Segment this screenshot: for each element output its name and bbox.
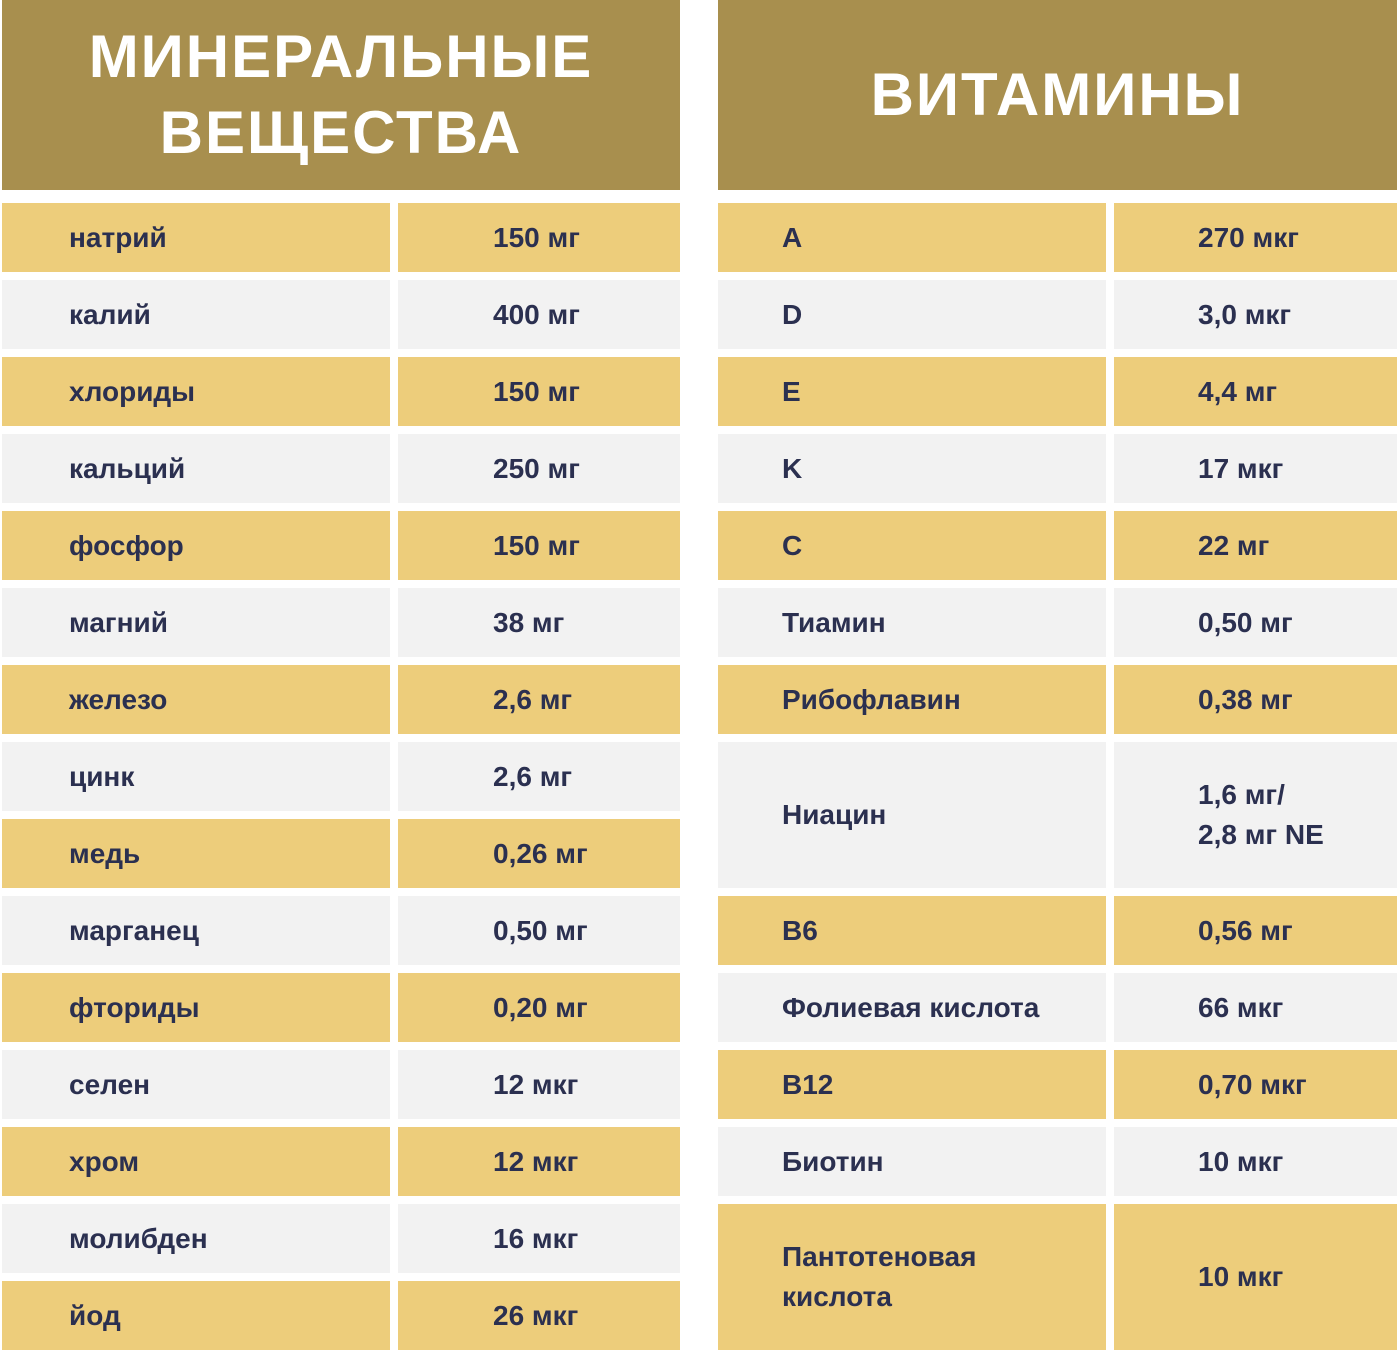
row-value: 0,50 мг [398, 896, 680, 965]
row-value: 26 мкг [398, 1281, 680, 1350]
row-name: молибден [2, 1204, 390, 1273]
row-name: натрий [2, 203, 390, 272]
row-value: 12 мкг [398, 1050, 680, 1119]
row-name: кальций [2, 434, 390, 503]
row-value: 0,70 мкг [1114, 1050, 1397, 1119]
row-name: C [718, 511, 1106, 580]
row-name: йод [2, 1281, 390, 1350]
row-value: 10 мкг [1114, 1127, 1397, 1196]
row-value: 150 мг [398, 511, 680, 580]
row-name: Фолиевая кислота [718, 973, 1106, 1042]
row-value: 0,50 мг [1114, 588, 1397, 657]
row-value: 10 мкг [1114, 1204, 1397, 1350]
vitamins-rows: A 270 мкг D 3,0 мкг E 4,4 мг K 17 мкг C 22 мг Тиам… [718, 203, 1397, 1350]
row-value: 38 мг [398, 588, 680, 657]
row-name: D [718, 280, 1106, 349]
row-value: 3,0 мкг [1114, 280, 1397, 349]
row-name: E [718, 357, 1106, 426]
row-value: 2,6 мг [398, 742, 680, 811]
row-name: железо [2, 665, 390, 734]
row-name: цинк [2, 742, 390, 811]
row-value: 0,26 мг [398, 819, 680, 888]
row-name: Пантотеновая кислота [718, 1204, 1106, 1350]
row-value: 17 мкг [1114, 434, 1397, 503]
row-value: 66 мкг [1114, 973, 1397, 1042]
row-name: фториды [2, 973, 390, 1042]
row-value: 4,4 мг [1114, 357, 1397, 426]
row-name: фосфор [2, 511, 390, 580]
row-name: A [718, 203, 1106, 272]
row-value: 0,56 мг [1114, 896, 1397, 965]
row-value: 0,20 мг [398, 973, 680, 1042]
row-name: Биотин [718, 1127, 1106, 1196]
row-name: B12 [718, 1050, 1106, 1119]
row-name: марганец [2, 896, 390, 965]
row-name: хлориды [2, 357, 390, 426]
row-value: 16 мкг [398, 1204, 680, 1273]
row-value: 150 мг [398, 357, 680, 426]
vitamins-table: ВИТАМИНЫ A 270 мкг D 3,0 мкг E 4,4 мг K 17 мкг C… [718, 0, 1397, 1350]
row-name: Тиамин [718, 588, 1106, 657]
row-name: B6 [718, 896, 1106, 965]
row-name: медь [2, 819, 390, 888]
minerals-table: МИНЕРАЛЬНЫЕ ВЕЩЕСТВА натрий 150 мг калий 40… [2, 0, 680, 1350]
row-value: 0,38 мг [1114, 665, 1397, 734]
row-value: 400 мг [398, 280, 680, 349]
row-value: 250 мг [398, 434, 680, 503]
row-value: 12 мкг [398, 1127, 680, 1196]
row-name: Рибофлавин [718, 665, 1106, 734]
row-value: 150 мг [398, 203, 680, 272]
vitamins-title: ВИТАМИНЫ [718, 0, 1397, 190]
minerals-title: МИНЕРАЛЬНЫЕ ВЕЩЕСТВА [2, 0, 680, 190]
row-name: K [718, 434, 1106, 503]
minerals-rows: натрий 150 мг калий 400 мг хлориды 150 мг каль… [2, 203, 680, 1350]
row-name: хром [2, 1127, 390, 1196]
row-value: 22 мг [1114, 511, 1397, 580]
row-value: 270 мкг [1114, 203, 1397, 272]
row-name: калий [2, 280, 390, 349]
row-name: Ниацин [718, 742, 1106, 888]
row-name: селен [2, 1050, 390, 1119]
row-name: магний [2, 588, 390, 657]
row-value: 1,6 мг/ 2,8 мг NE [1114, 742, 1397, 888]
row-value: 2,6 мг [398, 665, 680, 734]
